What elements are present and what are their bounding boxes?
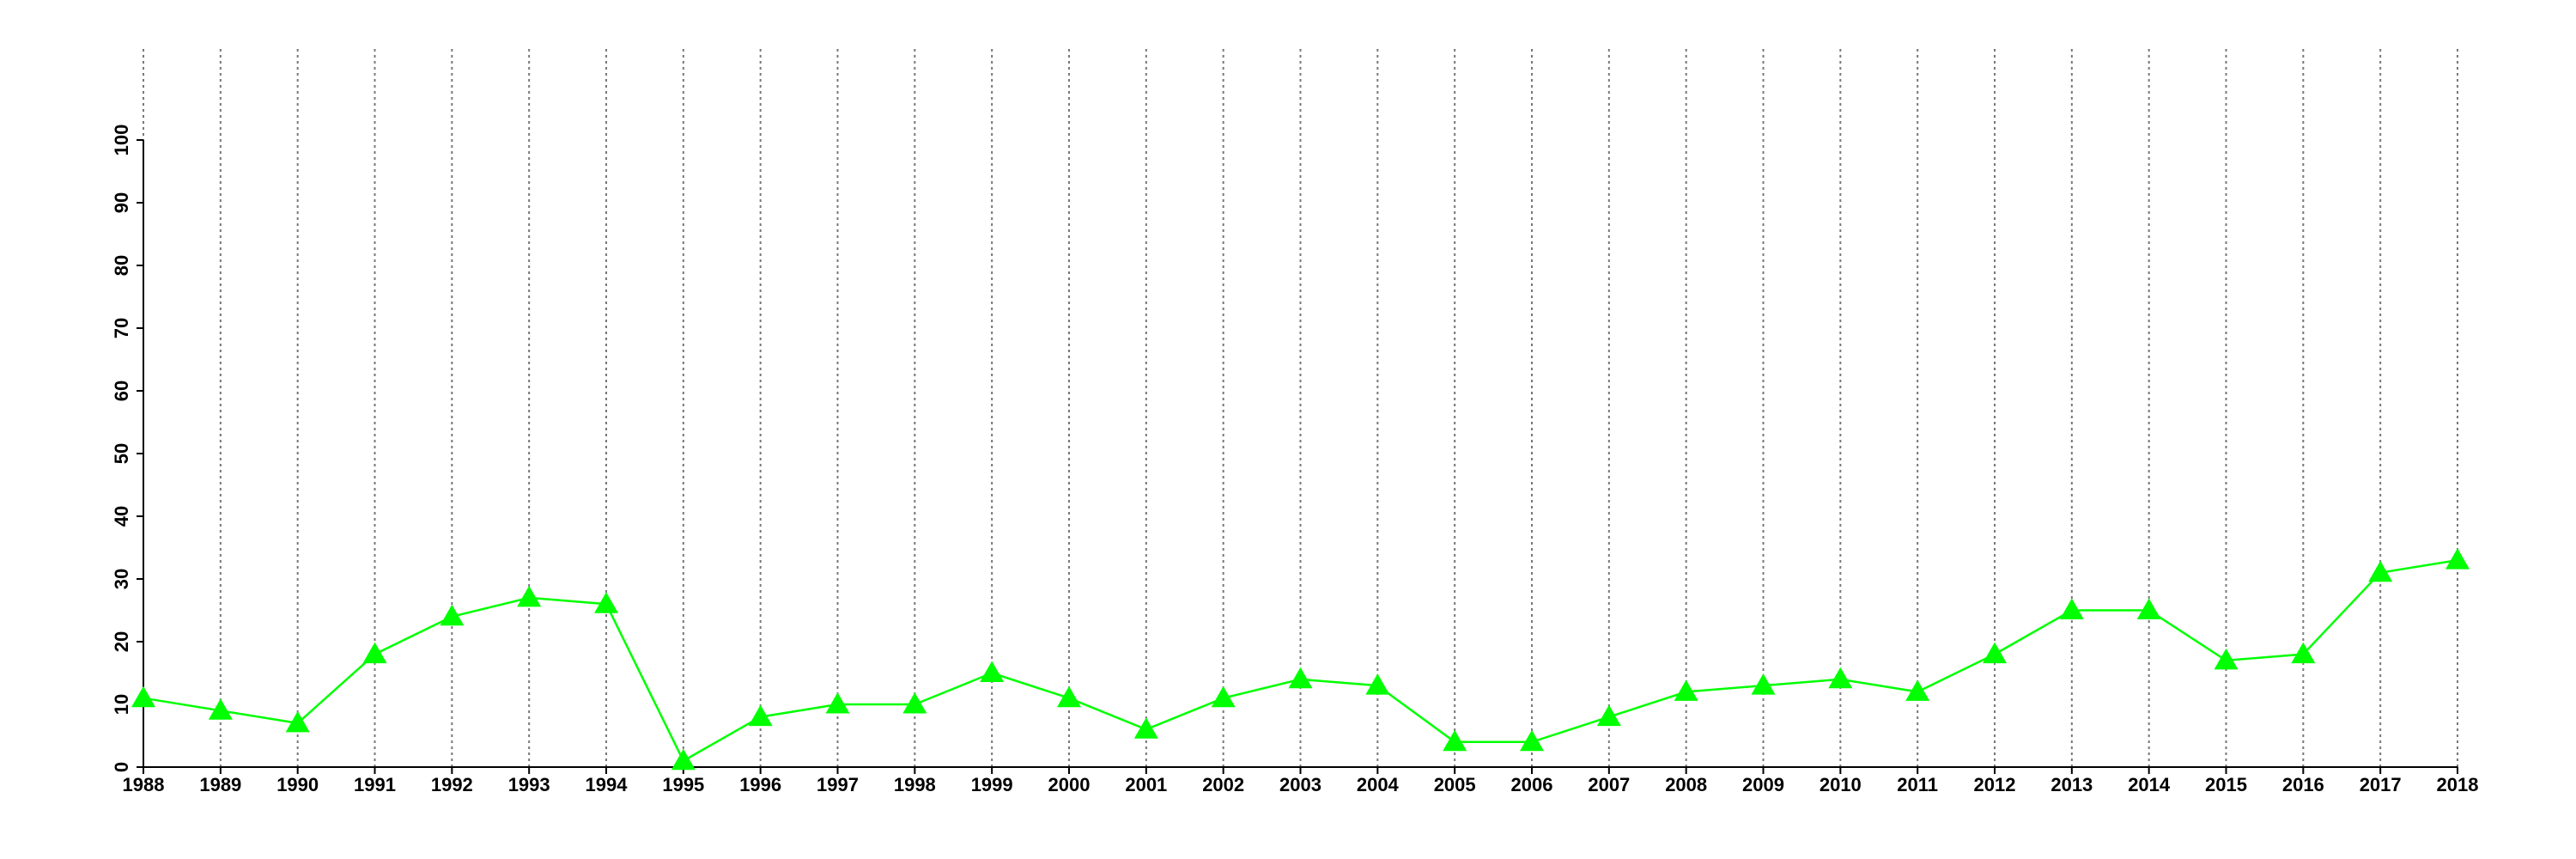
data-point xyxy=(1211,685,1236,708)
data-point xyxy=(1828,667,1853,689)
data-point xyxy=(748,704,773,727)
data-point xyxy=(825,692,850,714)
data-point xyxy=(2214,648,2239,670)
x-tick-label: 1999 xyxy=(971,774,1013,795)
data-point xyxy=(208,698,233,720)
x-tick-label: 1998 xyxy=(894,774,936,795)
data-point xyxy=(1905,679,1930,701)
y-tick-label: 50 xyxy=(111,443,132,464)
data-point xyxy=(2291,642,2316,664)
x-tick-label: 1990 xyxy=(276,774,319,795)
data-point xyxy=(2136,598,2161,619)
x-tick-label: 1996 xyxy=(739,774,781,795)
data-point xyxy=(980,661,1005,682)
data-point xyxy=(1288,667,1313,689)
x-tick-label: 2018 xyxy=(2437,774,2479,795)
x-tick-label: 1989 xyxy=(199,774,241,795)
x-tick-label: 2012 xyxy=(1974,774,2016,795)
x-tick-label: 2017 xyxy=(2360,774,2402,795)
y-tick-label: 100 xyxy=(111,125,132,156)
x-tick-label: 1995 xyxy=(662,774,704,795)
data-point xyxy=(517,585,542,607)
x-tick-label: 2014 xyxy=(2128,774,2171,795)
y-tick-label: 10 xyxy=(111,694,132,715)
x-tick-label: 2016 xyxy=(2282,774,2324,795)
x-tick-label: 2010 xyxy=(1820,774,1862,795)
data-point xyxy=(1751,673,1776,695)
x-tick-label: 2000 xyxy=(1048,774,1091,795)
x-tick-label: 2003 xyxy=(1279,774,1321,795)
y-tick-label: 80 xyxy=(111,255,132,276)
y-tick-label: 30 xyxy=(111,569,132,589)
data-point xyxy=(1520,729,1544,752)
data-point xyxy=(362,642,387,664)
y-tick-label: 20 xyxy=(111,631,132,652)
y-tick-label: 70 xyxy=(111,318,132,338)
x-tick-label: 1992 xyxy=(431,774,473,795)
y-tick-label: 40 xyxy=(111,506,132,527)
y-tick-label: 60 xyxy=(111,381,132,401)
x-tick-label: 1997 xyxy=(817,774,859,795)
x-tick-label: 2008 xyxy=(1665,774,1707,795)
data-point xyxy=(1133,717,1158,739)
y-tick-label: 0 xyxy=(111,762,132,772)
x-tick-label: 2009 xyxy=(1742,774,1784,795)
data-point xyxy=(671,748,696,771)
x-tick-label: 1988 xyxy=(123,774,165,795)
data-point xyxy=(1057,685,1081,708)
x-tick-label: 2015 xyxy=(2205,774,2247,795)
data-point xyxy=(1443,729,1467,752)
data-point xyxy=(2368,560,2393,582)
data-point xyxy=(902,692,927,714)
data-point xyxy=(1365,673,1390,695)
x-tick-label: 1991 xyxy=(354,774,396,795)
x-tick-label: 2001 xyxy=(1125,774,1167,795)
data-point xyxy=(131,685,155,708)
x-tick-label: 1993 xyxy=(508,774,550,795)
x-tick-label: 2004 xyxy=(1357,774,1400,795)
x-tick-label: 2002 xyxy=(1202,774,1244,795)
data-point xyxy=(2059,598,2084,619)
x-tick-label: 2006 xyxy=(1511,774,1553,795)
data-point xyxy=(1983,642,2007,664)
data-point xyxy=(285,710,310,733)
data-point xyxy=(1596,704,1621,727)
x-tick-label: 2005 xyxy=(1434,774,1476,795)
data-point xyxy=(1674,679,1698,701)
x-tick-label: 1994 xyxy=(586,774,629,795)
y-tick-label: 90 xyxy=(111,192,132,213)
x-tick-label: 2007 xyxy=(1588,774,1630,795)
x-tick-label: 2013 xyxy=(2050,774,2093,795)
data-point xyxy=(2445,548,2470,570)
x-tick-label: 2011 xyxy=(1897,774,1938,795)
data-point xyxy=(440,604,465,626)
data-point xyxy=(594,592,618,613)
